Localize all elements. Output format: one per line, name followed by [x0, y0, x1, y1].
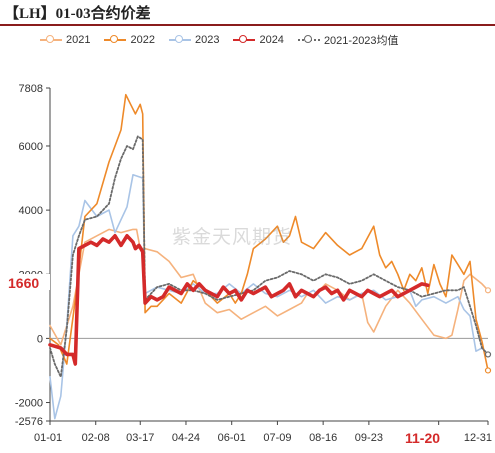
value-annotation-box [4, 274, 50, 290]
series-line-average [49, 135, 489, 378]
watermark-text: 紫金天风期货 [172, 227, 293, 248]
x-tick-label: 08-16 [309, 432, 337, 444]
x-tick-label: 12-31 [464, 432, 492, 444]
series-line-2021 [49, 228, 489, 346]
legend-item-average[interactable]: 2021-2023均值 [297, 32, 399, 48]
legend-label-2021: 2021 [66, 34, 91, 46]
legend-marker-2023 [168, 35, 191, 45]
legend-label-2023: 2023 [194, 34, 220, 46]
date-annotation: 11-20 [405, 430, 441, 446]
legend-item-2023[interactable]: 2023 [168, 32, 220, 48]
y-tick-label: 4000 [19, 205, 43, 217]
y-tick-label: 0 [37, 333, 43, 345]
series-line-2023 [49, 174, 489, 420]
x-tick-label: 02-08 [82, 432, 110, 444]
legend-marker-average [297, 35, 320, 45]
x-tick-label: 09-23 [355, 432, 383, 444]
x-tick-label: 03-17 [126, 432, 154, 444]
y-tick-label: 6000 [19, 141, 43, 153]
y-tick-label: 7808 [19, 83, 43, 95]
legend-label-average: 2021-2023均值 [323, 35, 399, 47]
x-tick-label: 01-01 [34, 432, 62, 444]
legend-marker-2024 [233, 35, 256, 45]
x-tick-label: 06-01 [218, 432, 246, 444]
legend-marker-2021 [40, 35, 62, 45]
chart-title: 【LH】01-03合约价差 [4, 6, 151, 22]
legend-label-2024: 2024 [259, 34, 284, 46]
series-line-2024 [48, 234, 430, 366]
legend-item-2022[interactable]: 2022 [104, 32, 155, 48]
value-annotation: 1660 [8, 275, 40, 291]
legend-item-2021[interactable]: 2021 [40, 32, 90, 48]
x-tick-label: 04-24 [172, 432, 200, 444]
series-line-2022 [49, 93, 489, 372]
y-tick-label: -2576 [15, 416, 43, 428]
x-tick-label: 07-09 [263, 432, 291, 444]
legend[interactable]: 2021 2022 2023 2024 2021-2023均值 [40, 32, 399, 48]
legend-item-2024[interactable]: 2024 [233, 32, 284, 48]
title-underline [0, 24, 495, 26]
series-end-point [484, 367, 492, 374]
y-tick-label: -2000 [15, 398, 43, 410]
series-end-point [484, 351, 492, 358]
legend-label-2022: 2022 [130, 34, 155, 46]
legend-marker-2022 [104, 35, 127, 45]
series-end-point [484, 287, 492, 294]
